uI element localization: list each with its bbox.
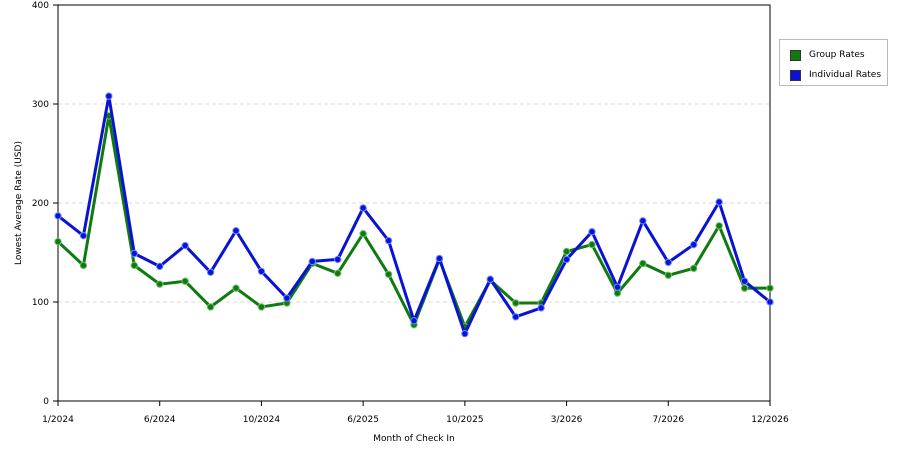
legend-swatch-group-rates [790,49,801,61]
data-point-group-rates [588,240,596,249]
data-point-group-rates [156,280,164,288]
legend-label-group-rates: Group Rates [809,50,865,60]
data-point-individual-rates [537,304,545,312]
data-point-group-rates [715,222,723,230]
data-point-individual-rates [156,262,164,271]
data-point-individual-rates [359,204,367,212]
y-tick-label: 0 [43,397,49,407]
data-point-individual-rates [690,240,698,249]
data-point-individual-rates [664,258,672,267]
data-point-group-rates [206,303,215,311]
y-tick-label: 300 [32,100,49,110]
data-point-individual-rates [181,241,189,250]
x-tick-label: 12/2026 [751,415,789,425]
data-point-group-rates [766,284,774,292]
x-tick-label: 1/2024 [42,415,74,425]
data-point-individual-rates [588,228,596,236]
data-point-group-rates [79,261,88,270]
legend: Group Rates Individual Rates [779,39,888,86]
data-point-individual-rates [613,283,622,291]
series-group-rates [54,112,774,331]
y-tick-label: 100 [32,298,49,308]
x-tick-label: 6/2025 [347,415,379,425]
data-point-individual-rates [257,267,266,276]
data-point-group-rates [334,269,342,277]
series-line-group-rates [56,114,770,329]
data-point-individual-rates [54,212,62,220]
x-axis: 1/2024 6/2024 10/2024 6/2025 10/2025 3/2026 7/… [42,401,789,425]
data-point-individual-rates [715,198,723,206]
legend-item-group-rates: Group Rates [790,49,865,61]
data-point-individual-rates [461,329,469,338]
data-point-individual-rates [435,254,444,263]
legend-swatch-individual-rates [790,69,801,81]
data-point-individual-rates [740,277,749,285]
data-point-individual-rates [639,217,647,225]
data-point-individual-rates [512,313,520,321]
data-point-individual-rates [766,298,774,306]
series-layer [54,92,774,338]
data-point-group-rates [562,247,571,256]
data-point-group-rates [512,299,520,307]
data-point-group-rates [639,259,647,268]
x-axis-title: Month of Check In [373,434,455,444]
data-point-group-rates [690,264,698,273]
data-point-individual-rates [105,92,113,100]
data-point-group-rates [359,229,367,238]
y-tick-label: 400 [32,1,49,11]
y-tick-label: 200 [32,199,49,209]
data-point-group-rates [54,237,62,246]
data-point-group-rates [181,277,189,285]
data-point-group-rates [740,284,749,292]
data-point-individual-rates [562,255,571,264]
data-point-individual-rates [308,257,316,266]
series-line-individual-rates [57,94,771,336]
y-axis-title: Lowest Average Rate (USD) [14,141,24,265]
data-point-individual-rates [232,227,240,235]
data-point-group-rates [257,303,266,311]
data-point-group-rates [232,284,240,292]
legend-label-individual-rates: Individual Rates [809,70,882,80]
series-individual-rates [54,92,774,338]
x-tick-label: 3/2026 [551,415,583,425]
data-point-individual-rates [283,294,291,302]
x-tick-label: 7/2026 [652,415,684,425]
data-point-individual-rates [130,249,138,258]
x-tick-label: 6/2024 [144,415,176,425]
data-point-group-rates [130,261,138,270]
legend-item-individual-rates: Individual Rates [790,69,881,81]
data-point-individual-rates [206,268,215,276]
data-point-individual-rates [384,236,393,245]
data-point-individual-rates [486,275,494,283]
data-point-group-rates [384,270,393,278]
data-point-individual-rates [334,255,342,264]
x-tick-label: 10/2024 [243,415,281,425]
y-axis: 0 100 200 300 400 [32,1,58,407]
x-tick-label: 10/2025 [446,415,483,425]
data-point-group-rates [664,271,672,279]
data-point-individual-rates [79,231,88,240]
data-point-individual-rates [410,317,418,325]
